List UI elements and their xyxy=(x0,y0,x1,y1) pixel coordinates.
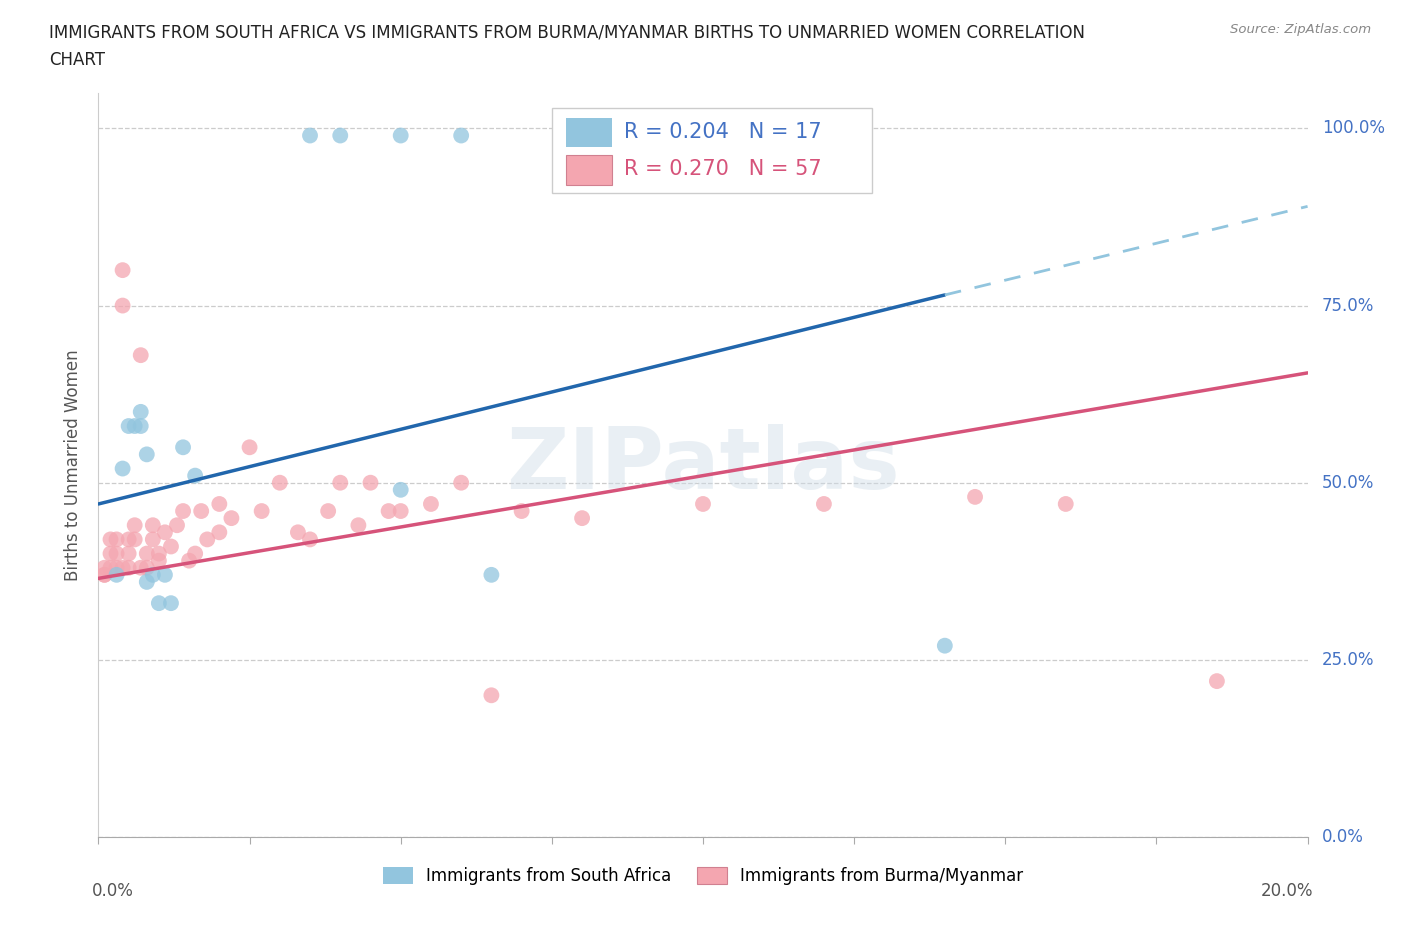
Point xyxy=(118,532,141,547)
Point xyxy=(93,567,115,582)
Text: 20.0%: 20.0% xyxy=(1261,882,1313,899)
Point xyxy=(124,532,146,547)
Point xyxy=(692,497,714,512)
Point xyxy=(329,475,352,490)
Point xyxy=(142,532,165,547)
Point xyxy=(250,504,273,519)
Point xyxy=(93,560,115,575)
Point xyxy=(129,418,152,433)
Point xyxy=(129,348,152,363)
Text: 0.0%: 0.0% xyxy=(93,882,134,899)
Point xyxy=(420,497,443,512)
Point xyxy=(105,532,128,547)
Point xyxy=(100,546,122,561)
Point xyxy=(571,511,593,525)
Point xyxy=(135,447,157,462)
FancyBboxPatch shape xyxy=(567,117,613,147)
Text: R = 0.204   N = 17: R = 0.204 N = 17 xyxy=(624,122,823,141)
Point xyxy=(172,504,194,519)
Point xyxy=(142,567,165,582)
Point xyxy=(160,539,183,554)
Text: 75.0%: 75.0% xyxy=(1322,297,1375,314)
Text: Source: ZipAtlas.com: Source: ZipAtlas.com xyxy=(1230,23,1371,36)
Point xyxy=(111,560,134,575)
Point xyxy=(934,638,956,653)
Point xyxy=(389,483,412,498)
Point xyxy=(153,567,176,582)
Point xyxy=(510,504,533,519)
Y-axis label: Births to Unmarried Women: Births to Unmarried Women xyxy=(65,349,83,581)
Point xyxy=(129,405,152,419)
Point xyxy=(179,553,201,568)
Point xyxy=(450,475,472,490)
Point xyxy=(184,546,207,561)
Point xyxy=(1054,497,1077,512)
Point xyxy=(190,504,212,519)
Point xyxy=(221,511,243,525)
Point xyxy=(377,504,399,519)
Point xyxy=(1206,673,1229,688)
Point xyxy=(287,525,309,539)
Point xyxy=(239,440,262,455)
Point xyxy=(118,560,141,575)
Point xyxy=(135,546,157,561)
Text: 50.0%: 50.0% xyxy=(1322,473,1375,492)
Point xyxy=(208,497,231,512)
Point xyxy=(450,128,472,143)
Point xyxy=(813,497,835,512)
Point xyxy=(329,128,352,143)
Point xyxy=(166,518,188,533)
Point xyxy=(389,504,412,519)
Point xyxy=(105,567,128,582)
Text: IMMIGRANTS FROM SOUTH AFRICA VS IMMIGRANTS FROM BURMA/MYANMAR BIRTHS TO UNMARRIE: IMMIGRANTS FROM SOUTH AFRICA VS IMMIGRAN… xyxy=(49,23,1085,41)
Text: CHART: CHART xyxy=(49,51,105,69)
Point xyxy=(118,418,141,433)
Text: R = 0.270   N = 57: R = 0.270 N = 57 xyxy=(624,159,823,179)
Point xyxy=(965,489,987,504)
Point xyxy=(184,468,207,483)
Point xyxy=(93,567,115,582)
Point xyxy=(118,546,141,561)
Point xyxy=(316,504,339,519)
Point xyxy=(142,518,165,533)
Point xyxy=(100,532,122,547)
Point xyxy=(481,688,503,703)
Text: 25.0%: 25.0% xyxy=(1322,651,1375,669)
Point xyxy=(135,560,157,575)
Point xyxy=(153,525,176,539)
Point xyxy=(124,518,146,533)
FancyBboxPatch shape xyxy=(567,154,613,184)
Point xyxy=(129,560,152,575)
Legend: Immigrants from South Africa, Immigrants from Burma/Myanmar: Immigrants from South Africa, Immigrants… xyxy=(377,860,1029,892)
Point xyxy=(347,518,370,533)
Point xyxy=(208,525,231,539)
Point xyxy=(111,262,134,277)
Point xyxy=(160,596,183,611)
Text: 0.0%: 0.0% xyxy=(1322,828,1364,846)
Point xyxy=(100,560,122,575)
Point xyxy=(299,532,322,547)
Point xyxy=(195,532,218,547)
Point xyxy=(148,553,170,568)
Point xyxy=(135,575,157,590)
Point xyxy=(360,475,382,490)
Point xyxy=(269,475,291,490)
Text: ZIPatlas: ZIPatlas xyxy=(506,423,900,507)
Point xyxy=(111,299,134,313)
Point xyxy=(124,418,146,433)
Point xyxy=(105,560,128,575)
Point xyxy=(299,128,322,143)
Point xyxy=(172,440,194,455)
Point xyxy=(148,546,170,561)
Point xyxy=(111,461,134,476)
Text: 100.0%: 100.0% xyxy=(1322,119,1385,138)
Point xyxy=(389,128,412,143)
Point xyxy=(481,567,503,582)
FancyBboxPatch shape xyxy=(551,108,872,193)
Point xyxy=(148,596,170,611)
Point xyxy=(105,546,128,561)
